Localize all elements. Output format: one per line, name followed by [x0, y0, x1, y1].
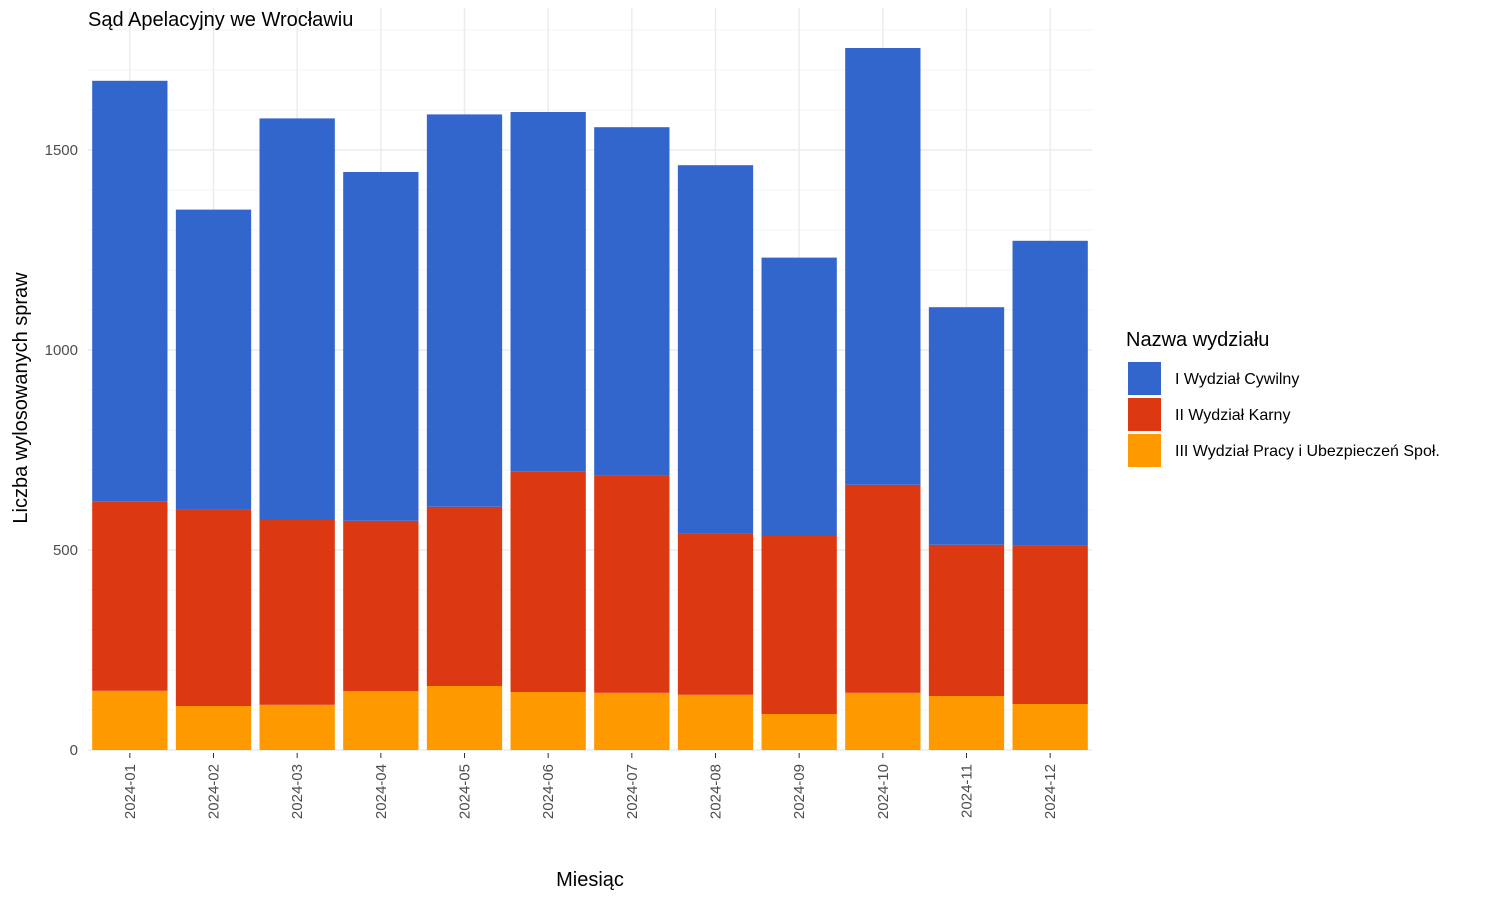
bar-segment-2024-09-series-2 [761, 257, 837, 536]
bar-segment-2024-01-series-0 [92, 690, 168, 750]
x-tick-label: 2024-09 [791, 764, 808, 819]
bar-segment-2024-12-series-2 [1012, 240, 1088, 546]
legend-key-2 [1128, 362, 1161, 395]
axes: 0 500 1000 1500 2024-01 2024-02 2024-03 2024-04… [45, 142, 1060, 819]
bar-segment-2024-12-series-0 [1012, 704, 1088, 750]
x-axis-title: Miesiąc [556, 869, 624, 891]
x-tick-label: 2024-01 [122, 764, 139, 819]
y-axis-title: Liczba wylosowanych spraw [10, 272, 32, 524]
bar-segment-2024-05-series-2 [426, 114, 503, 507]
bar-segment-2024-04-series-2 [343, 172, 419, 521]
bar-segment-2024-11-series-2 [928, 307, 1005, 545]
chart-title: Sąd Apelacyjny we Wrocławiu [88, 9, 353, 31]
bar-segment-2024-07-series-1 [594, 475, 670, 693]
x-tick-label: 2024-08 [708, 764, 725, 819]
bar-segment-2024-10-series-0 [845, 692, 921, 750]
bar-segment-2024-05-series-0 [426, 686, 503, 750]
bar-segment-2024-03-series-0 [259, 704, 335, 750]
legend-label-2: I Wydział Cywilny [1175, 371, 1299, 388]
bars [92, 48, 1088, 750]
legend-key-0 [1128, 434, 1161, 467]
x-tick-label: 2024-12 [1042, 764, 1059, 819]
bar-segment-2024-07-series-0 [594, 692, 670, 750]
x-tick-label: 2024-06 [540, 764, 557, 819]
bar-segment-2024-04-series-1 [343, 520, 419, 692]
bar-segment-2024-01-series-1 [92, 501, 168, 691]
bar-segment-2024-06-series-2 [510, 112, 586, 472]
x-tick-label: 2024-10 [875, 764, 892, 819]
bar-segment-2024-06-series-1 [510, 471, 586, 692]
y-tick-label: 1000 [45, 342, 78, 359]
legend-key-1 [1128, 398, 1161, 431]
y-tick-label: 0 [70, 742, 78, 759]
bar-segment-2024-12-series-1 [1012, 545, 1088, 704]
bar-segment-2024-08-series-0 [677, 694, 754, 750]
bar-segment-2024-04-series-0 [343, 691, 419, 750]
bar-segment-2024-11-series-1 [928, 544, 1005, 696]
legend-title: Nazwa wydziału [1126, 329, 1269, 351]
bar-segment-2024-10-series-1 [845, 484, 921, 693]
legend-label-1: II Wydział Karny [1175, 407, 1290, 424]
x-tick-label: 2024-07 [624, 764, 641, 819]
bar-segment-2024-02-series-1 [175, 509, 252, 706]
x-tick-label: 2024-02 [206, 764, 223, 819]
bar-segment-2024-01-series-2 [92, 80, 168, 502]
bar-segment-2024-08-series-2 [677, 165, 754, 534]
legend: Nazwa wydziału I Wydział Cywilny II Wydzi… [1126, 329, 1440, 467]
bar-segment-2024-09-series-1 [761, 536, 837, 714]
bar-segment-2024-05-series-1 [426, 506, 503, 686]
legend-label-0: III Wydział Pracy i Ubezpieczeń Społ. [1175, 443, 1440, 460]
bar-segment-2024-08-series-1 [677, 533, 754, 695]
bar-segment-2024-10-series-2 [845, 48, 921, 485]
x-tick-label: 2024-05 [457, 764, 474, 819]
x-tick-label: 2024-04 [373, 764, 390, 819]
bar-segment-2024-02-series-0 [175, 706, 252, 750]
bar-segment-2024-03-series-1 [259, 520, 335, 705]
bar-segment-2024-07-series-2 [594, 127, 670, 476]
x-tick-label: 2024-11 [959, 764, 976, 818]
bar-segment-2024-09-series-0 [761, 714, 837, 750]
bar-segment-2024-06-series-0 [510, 692, 586, 750]
bar-segment-2024-02-series-2 [175, 209, 252, 510]
y-tick-label: 500 [53, 542, 78, 559]
x-tick-label: 2024-03 [289, 764, 306, 819]
bar-segment-2024-03-series-2 [259, 118, 335, 521]
bar-segment-2024-11-series-0 [928, 696, 1005, 750]
y-tick-label: 1500 [45, 142, 78, 159]
